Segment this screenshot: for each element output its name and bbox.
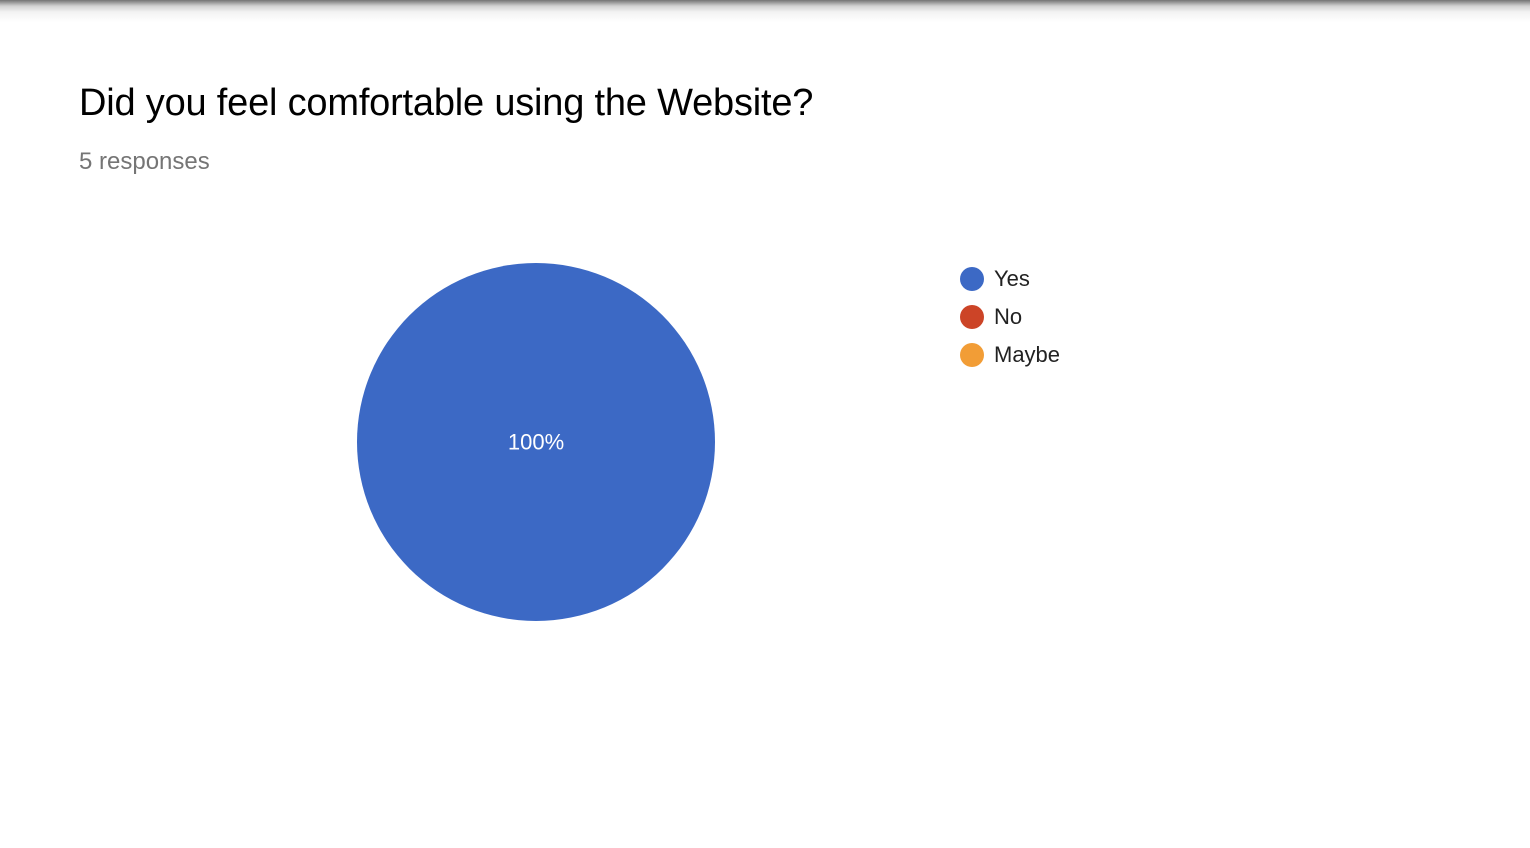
pie-slice-yes[interactable] [357,263,715,621]
chart-legend: Yes No Maybe [960,260,1060,374]
pie-slices [357,263,715,621]
question-title: Did you feel comfortable using the Websi… [79,82,814,124]
legend-label-yes: Yes [994,266,1030,291]
response-count: 5 responses [79,148,210,175]
legend-item-yes[interactable]: Yes [960,260,1060,298]
legend-label-no: No [994,304,1023,329]
legend-item-no[interactable]: No [960,298,1060,336]
legend-label-maybe: Maybe [994,342,1061,367]
legend-swatch-no [960,305,984,329]
legend-swatch-maybe [960,343,984,367]
legend-swatch-yes [960,267,984,291]
pie-labels: 100% [508,430,564,455]
top-shadow [0,0,1530,22]
pie-slice-label-yes: 100% [508,430,564,455]
legend-item-maybe[interactable]: Maybe [960,336,1060,374]
